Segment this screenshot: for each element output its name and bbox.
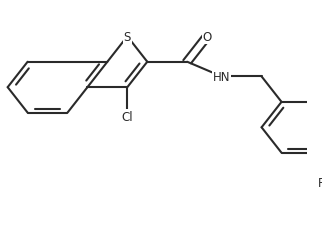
- Text: Cl: Cl: [121, 110, 133, 124]
- Text: HN: HN: [213, 71, 231, 83]
- Text: S: S: [124, 31, 131, 44]
- Text: F: F: [318, 176, 322, 189]
- Text: O: O: [203, 31, 212, 44]
